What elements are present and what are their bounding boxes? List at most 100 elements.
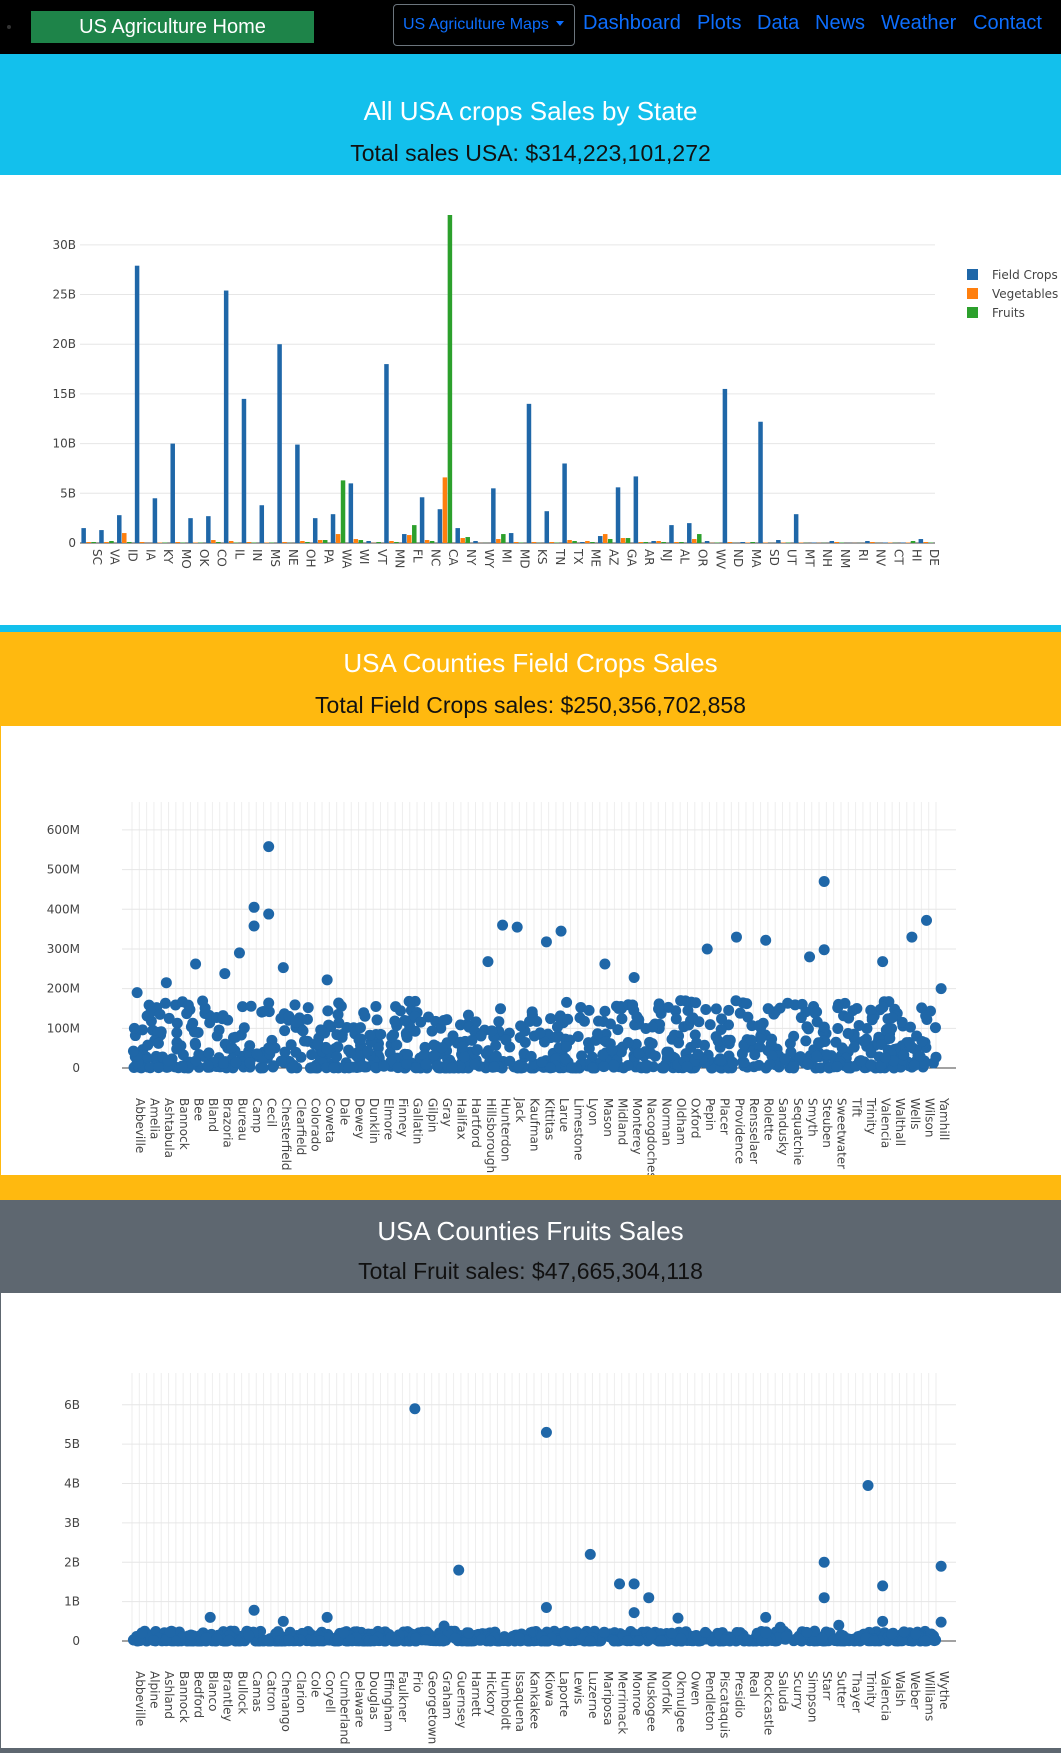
x-tick-label: NY — [464, 549, 478, 566]
bar-NC-vegetables — [425, 540, 430, 543]
bar-OH-fruits — [305, 542, 310, 543]
x-tick-label: Ashtabula — [162, 1098, 176, 1158]
x-tick-label: Chenango — [279, 1671, 293, 1732]
y-tick-label: 3B — [64, 1516, 80, 1530]
data-point — [321, 1043, 332, 1054]
nav-link-news[interactable]: News — [815, 12, 865, 35]
bar-HI-fruits — [911, 541, 916, 543]
data-point — [197, 996, 208, 1007]
x-tick-label: AL — [678, 549, 692, 564]
x-tick-label: Elmore — [382, 1098, 396, 1140]
data-point — [226, 1042, 237, 1053]
data-point — [504, 1056, 515, 1067]
data-point — [565, 1629, 576, 1640]
x-tick-label: Ashland — [162, 1671, 176, 1719]
x-tick-label: Providence — [732, 1098, 746, 1164]
x-tick-label: WA — [339, 549, 353, 569]
data-point — [597, 1049, 608, 1060]
data-point — [760, 1628, 771, 1639]
x-tick-label: Pendleton — [703, 1671, 717, 1731]
data-point — [666, 1628, 677, 1639]
data-point — [279, 1025, 290, 1036]
y-tick-label: 15B — [52, 387, 76, 401]
x-tick-label: RI — [856, 549, 870, 561]
bar-CA-vegetables — [443, 477, 448, 543]
bar-VA-fruits — [109, 541, 114, 543]
bar-PA-fruits — [323, 540, 328, 543]
data-point — [832, 1023, 843, 1034]
data-point — [429, 1050, 440, 1061]
data-point — [905, 1022, 916, 1033]
data-point — [802, 1059, 813, 1070]
x-tick-label: MS — [268, 549, 282, 567]
x-tick-label: Lyon — [586, 1098, 600, 1126]
x-tick-label: MT — [802, 549, 816, 567]
x-tick-label: Colorado — [308, 1098, 322, 1152]
data-point — [485, 1635, 496, 1646]
x-tick-label: Simpson — [805, 1671, 819, 1722]
data-point — [401, 1058, 412, 1069]
x-tick-label: Oxford — [688, 1098, 702, 1138]
fruits-total: Total Fruit sales: $47,665,304,118 — [0, 1258, 1061, 1285]
x-tick-label: Brantley — [221, 1671, 235, 1722]
data-point-mason — [599, 959, 610, 970]
data-point-chesterfield — [278, 962, 289, 973]
bar-NY-vegetables — [460, 538, 465, 543]
nav-link-dashboard[interactable]: Dashboard — [583, 12, 681, 35]
nav-link-data[interactable]: Data — [757, 12, 799, 35]
x-tick-label: Brazoria — [221, 1098, 235, 1148]
x-tick-label: Real — [747, 1671, 761, 1697]
bar-SC-vegetables — [86, 542, 91, 543]
bar-KS-vegetables — [532, 542, 537, 543]
nav-link-contact[interactable]: Contact — [973, 12, 1042, 35]
x-tick-label: Scurry — [791, 1671, 805, 1710]
x-tick-label: Wythe — [937, 1671, 951, 1709]
data-point — [742, 1634, 753, 1645]
nav-link-weather[interactable]: Weather — [881, 12, 956, 35]
data-point — [370, 1001, 381, 1012]
data-point — [153, 1038, 164, 1049]
bar-DE-field-crops — [919, 539, 924, 543]
x-tick-label: Presidio — [732, 1671, 746, 1718]
x-tick-label: Graham — [440, 1671, 454, 1719]
data-point — [437, 1042, 448, 1053]
data-point — [438, 1015, 449, 1026]
navbar-toggler-icon[interactable] — [7, 25, 11, 29]
data-point — [585, 1635, 596, 1646]
data-point-bureau — [234, 947, 245, 958]
data-point-valencia — [877, 1580, 888, 1591]
y-tick-label: 25B — [52, 288, 76, 302]
data-point-steuben — [819, 876, 830, 887]
bar-KS-field-crops — [527, 404, 532, 543]
x-tick-label: Thayer — [849, 1670, 863, 1713]
x-tick-label: Amelia — [148, 1098, 162, 1139]
bar-AL-vegetables — [674, 542, 679, 543]
data-point — [231, 1057, 242, 1068]
x-tick-label: WI — [357, 549, 371, 564]
x-tick-label: Bureau — [235, 1098, 249, 1141]
data-point — [244, 1040, 255, 1051]
bar-MI-field-crops — [491, 488, 496, 543]
data-point — [276, 1056, 287, 1067]
x-tick-label: MA — [749, 549, 763, 568]
nav-link-plots[interactable]: Plots — [697, 12, 741, 35]
data-point — [561, 997, 572, 1008]
agriculture-maps-dropdown[interactable]: US Agriculture Maps — [393, 4, 575, 46]
brand-home-link[interactable]: US Agriculture Home — [31, 11, 314, 43]
data-point — [463, 1010, 474, 1021]
x-tick-label: MN — [393, 549, 407, 568]
bar-ID-field-crops — [117, 515, 122, 543]
data-point — [700, 1004, 711, 1015]
data-point — [410, 1633, 421, 1644]
state-sales-title: All USA crops Sales by State — [0, 96, 1061, 127]
bar-OH-vegetables — [300, 541, 305, 543]
data-point — [432, 1060, 443, 1071]
x-tick-label: Coryell — [323, 1671, 337, 1713]
navbar: US Agriculture Home US Agriculture Maps … — [0, 0, 1061, 54]
x-tick-label: Merrimack — [615, 1671, 629, 1734]
data-point — [171, 1044, 182, 1055]
x-tick-label: Smyth — [805, 1098, 819, 1137]
legend-label: Fruits — [992, 306, 1025, 320]
bar-OK-field-crops — [188, 518, 193, 543]
